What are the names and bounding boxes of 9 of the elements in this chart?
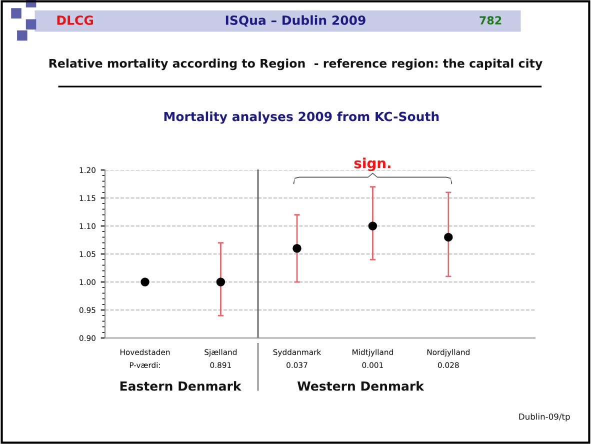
- text: 782: [480, 16, 502, 25]
- annotation: sign.: [354, 158, 390, 172]
- text: Western Denmark: [297, 381, 424, 391]
- text: Dublin-09/tp: [519, 413, 570, 422]
- text: Eastern Denmark: [120, 381, 242, 391]
- text: DLCG: [57, 15, 93, 25]
- text: Relative mortality according to Region - reference region: the capital city: [49, 58, 542, 70]
- text: Mortality analyses 2009 from KC-South: [164, 112, 439, 124]
- text: ISQua – Dublin 2009: [226, 15, 366, 27]
